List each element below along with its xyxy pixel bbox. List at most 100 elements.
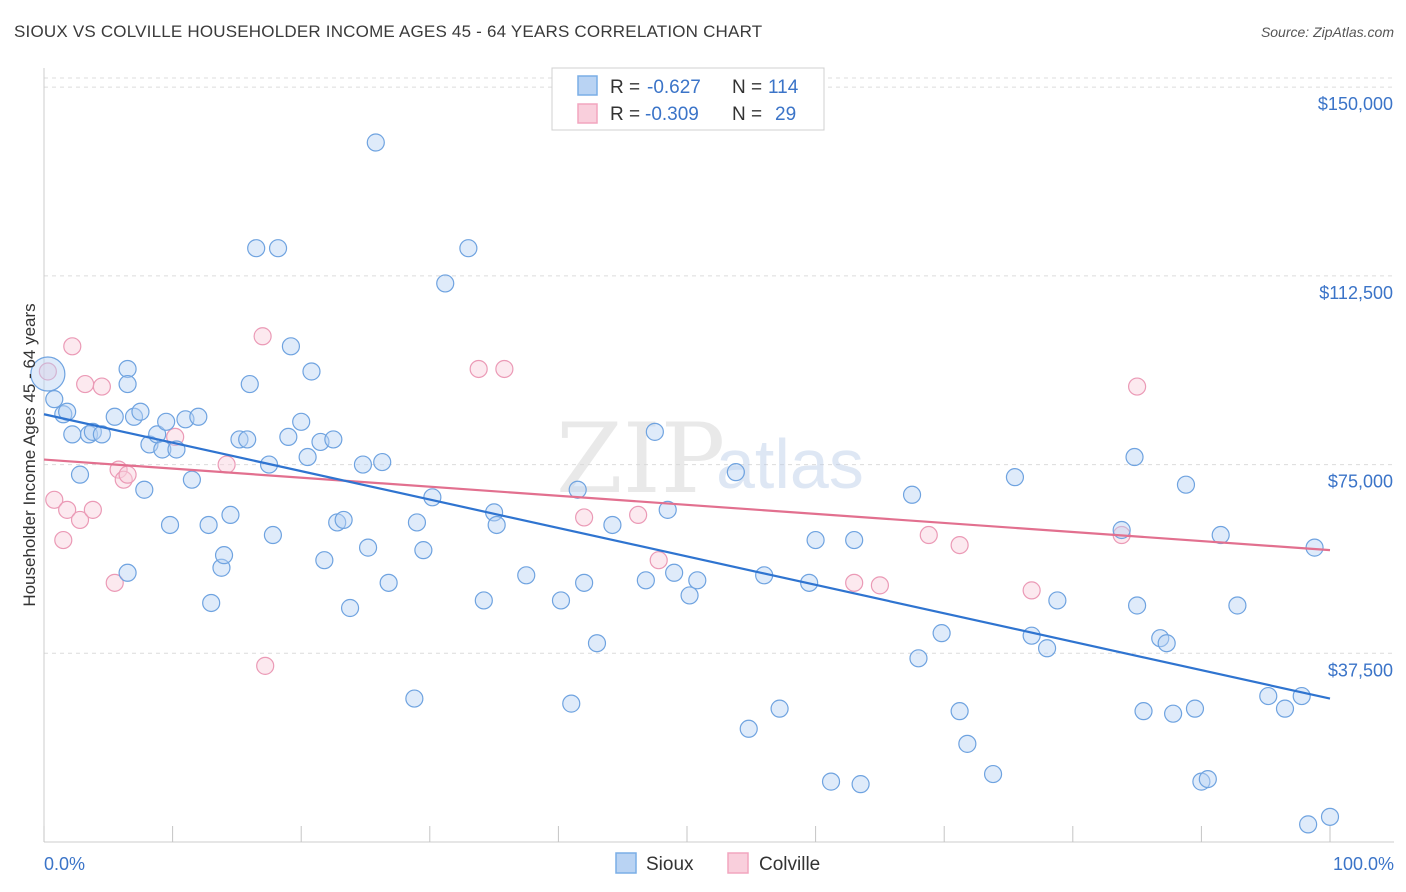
y-tick-label: $75,000: [1328, 472, 1393, 492]
legend-n-label-sioux: N =: [732, 77, 762, 98]
sioux-point: [517, 566, 536, 585]
sioux-point: [373, 452, 392, 472]
colville-point: [76, 374, 95, 394]
x-tick-label-max: 100.0%: [1333, 854, 1394, 874]
sioux-point: [770, 699, 789, 718]
sioux-point: [230, 430, 249, 449]
legend-r-value-colville: -0.309: [645, 104, 699, 125]
axes: [43, 68, 1394, 843]
sioux-point: [157, 412, 176, 431]
sioux-point: [983, 764, 1003, 784]
colville-point: [63, 337, 82, 356]
legend-n-value-sioux: 114: [768, 77, 799, 98]
sioux-point: [459, 239, 478, 258]
colville-point: [649, 551, 668, 570]
chart-source: Source: ZipAtlas.com: [1260, 24, 1394, 40]
sioux-point: [199, 515, 218, 535]
sioux-point: [247, 239, 266, 258]
sioux-point: [302, 362, 321, 381]
colville-point: [70, 510, 90, 530]
sioux-point: [1275, 699, 1295, 718]
sioux-point: [407, 513, 427, 532]
chart-title: SIOUX VS COLVILLE HOUSEHOLDER INCOME AGE…: [14, 22, 763, 41]
sioux-point: [1320, 807, 1340, 826]
sioux-point: [851, 775, 870, 794]
legend-swatch-sioux: [577, 75, 598, 96]
sioux-point: [214, 546, 234, 565]
sioux-point: [1005, 468, 1025, 487]
sioux-point: [160, 515, 180, 535]
sioux-point: [932, 624, 951, 643]
x-tick-label-min: 0.0%: [44, 854, 85, 874]
sioux-point: [950, 702, 969, 721]
sioux-point: [423, 488, 442, 507]
sioux-point: [562, 694, 581, 713]
legend-r-label-colville: R =: [610, 104, 640, 125]
sioux-point: [263, 525, 283, 545]
sioux-point: [358, 538, 378, 557]
sioux-point: [1228, 596, 1247, 615]
sioux-point: [636, 571, 655, 590]
sioux-point: [1048, 591, 1067, 610]
legend-r-label-sioux: R =: [610, 77, 640, 98]
sioux-point: [45, 390, 64, 409]
colville-point: [495, 359, 514, 379]
sioux-point: [665, 563, 684, 582]
sioux-point: [1127, 596, 1147, 615]
colville-trend-line: [43, 458, 1331, 552]
sioux-point: [135, 480, 154, 499]
sioux-point: [1176, 475, 1196, 494]
legend-swatch-colville: [577, 103, 598, 124]
sioux-point: [189, 407, 208, 426]
sioux-point: [1134, 702, 1153, 721]
sioux-point: [1037, 639, 1057, 658]
y-tick-labels: $37,500 $75,000 $112,500 $150,000: [1318, 94, 1393, 680]
sioux-point: [118, 374, 137, 394]
y-tick-label: $150,000: [1318, 94, 1393, 114]
grid-lines: [44, 77, 1394, 654]
y-axis-label: Householder Income Ages 45 - 64 years: [20, 303, 39, 606]
sioux-point: [379, 573, 398, 592]
sioux-point: [436, 274, 455, 293]
sioux-point: [645, 422, 664, 441]
colville-point: [845, 573, 864, 592]
sioux-point: [958, 734, 977, 753]
sioux-point: [1299, 815, 1318, 834]
colville-point: [58, 500, 77, 519]
legend-r-value-sioux: -0.627: [647, 77, 701, 98]
colville-point: [919, 525, 938, 545]
sioux-point: [92, 425, 111, 444]
colville-point: [575, 508, 594, 527]
sioux-point: [726, 463, 745, 482]
sioux-point: [806, 530, 825, 550]
bottom-legend-swatch-sioux: [615, 852, 637, 874]
sioux-point: [118, 359, 137, 379]
sioux-point: [298, 447, 317, 467]
sioux-point: [70, 465, 90, 484]
sioux-point: [1157, 634, 1176, 653]
top-legend: R = -0.627 N = 114 R = -0.309 N = 29: [551, 67, 825, 131]
sioux-point: [551, 591, 571, 610]
watermark-atlas: atlas: [716, 425, 864, 503]
sioux-point: [131, 402, 150, 421]
sioux-point: [902, 485, 922, 504]
sioux-point: [268, 239, 288, 258]
y-tick-label: $112,500: [1319, 283, 1393, 303]
sioux-point: [238, 430, 257, 449]
sioux-point: [105, 407, 124, 426]
bottom-legend-label-colville: Colville: [759, 854, 820, 875]
sioux-point: [739, 719, 758, 738]
sioux-point: [240, 374, 259, 394]
bottom-legend-swatch-colville: [727, 852, 749, 874]
bottom-legend: Sioux Colville: [615, 852, 820, 875]
sioux-point: [340, 598, 360, 618]
sioux-point: [845, 530, 864, 550]
colville-points: [38, 327, 1147, 675]
sioux-point: [1125, 447, 1144, 467]
colville-point: [1022, 581, 1041, 600]
sioux-point: [334, 510, 353, 530]
colville-point: [54, 530, 73, 550]
sioux-point: [30, 356, 66, 392]
sioux-point: [474, 591, 493, 610]
